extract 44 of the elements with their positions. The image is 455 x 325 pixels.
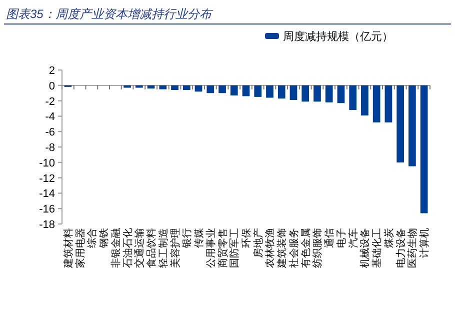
x-tick-label: 纺织服饰 <box>312 228 324 268</box>
y-tick-label: -8 <box>45 142 55 154</box>
x-tick-label: 建筑装饰 <box>276 228 288 269</box>
y-tick-label: -14 <box>39 188 55 200</box>
x-tick-label: 环保 <box>242 228 252 248</box>
x-tick-label: 非银金融 <box>110 228 122 268</box>
x-tick-label: 国防军工 <box>228 228 241 268</box>
y-tick-label: -2 <box>45 96 55 108</box>
y-tick-label: -10 <box>39 157 55 170</box>
x-tick-label: 医药生物 <box>406 228 419 268</box>
y-tick-label: -16 <box>39 204 55 216</box>
y-tick-label: -12 <box>39 172 55 185</box>
x-tick-label: 煤炭 <box>382 228 395 248</box>
y-tick-label: 2 <box>48 65 55 77</box>
x-tick-label: 商贸零售 <box>216 228 229 268</box>
x-tick-label: 石油石化 <box>122 228 134 268</box>
y-tick-label: -6 <box>45 126 55 139</box>
x-tick-label: 农林牧渔 <box>264 228 276 268</box>
x-tick-label: 食品饮料 <box>146 228 158 268</box>
x-tick-label: 建筑材料 <box>62 228 74 269</box>
legend-label: 周度减持规模（亿元） <box>283 30 393 43</box>
x-tick-label: 公用事业 <box>204 228 217 268</box>
x-tick-label: 轻工制造 <box>157 228 170 268</box>
x-tick-label: 银行 <box>182 228 194 249</box>
x-tick-label: 计算机 <box>418 228 431 258</box>
x-tick-label: 钢铁 <box>98 228 110 249</box>
x-tick-label: 家用电器 <box>74 228 86 268</box>
y-tick-label: -18 <box>39 219 55 231</box>
x-tick-label: 基础化工 <box>371 228 384 268</box>
y-tick-label: 0 <box>48 80 55 92</box>
chart-title: 图表35：周度产业资本增减持行业分布 <box>6 7 214 21</box>
x-tick-label: 美容护理 <box>169 228 182 268</box>
x-tick-label: 社会服务 <box>288 228 300 268</box>
x-tick-label: 通信 <box>324 228 336 248</box>
x-tick-label: 传媒 <box>194 228 206 248</box>
x-tick-label: 交通运输 <box>134 228 146 268</box>
x-tick-label: 电子 <box>335 228 348 248</box>
x-tick-label: 房地产 <box>252 228 264 258</box>
x-tick-label: 有色金属 <box>300 228 312 268</box>
x-tick-label: 机械设备 <box>359 228 372 268</box>
x-tick-label: 综合 <box>86 228 98 248</box>
x-tick-label: 汽车 <box>347 228 360 248</box>
x-tick-label: 电力设备 <box>394 228 407 268</box>
y-tick-label: -4 <box>45 111 55 124</box>
